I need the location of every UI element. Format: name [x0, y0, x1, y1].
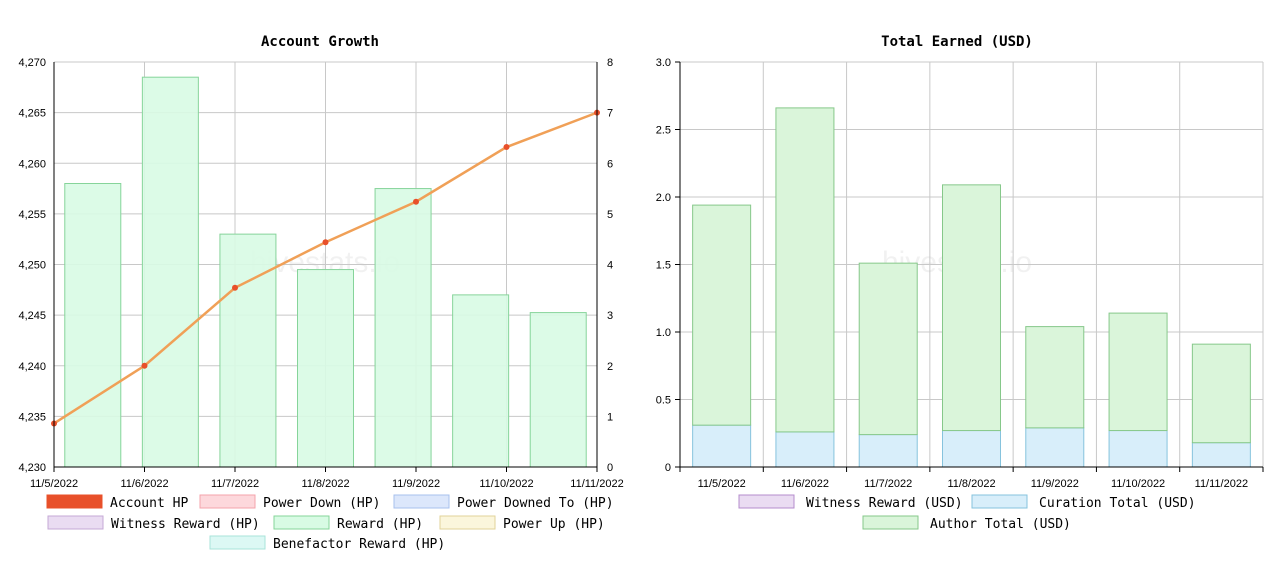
account-hp-point [322, 239, 329, 246]
legend-label: Power Up (HP) [503, 517, 605, 532]
legend-swatch [47, 515, 104, 530]
right-x-tick-label: 11/10/2022 [1111, 478, 1165, 490]
total-earned-chart: hivestats.io 00.51.01.52.02.53.011/5/202… [656, 34, 1264, 532]
author-total-bar [858, 262, 918, 436]
legend-label: Power Down (HP) [263, 496, 380, 511]
legend-swatch [393, 494, 450, 509]
left-axes: 4,230 4,235 4,240 4,245 4,250 4,255 4,260 4,265… [18, 57, 623, 490]
right-x-tick-label: 11/6/2022 [781, 478, 829, 490]
right-y-tick-label: 0 [665, 462, 671, 474]
account-hp-point [141, 362, 148, 369]
right-y-tick-label: 1.5 [656, 260, 671, 272]
right-x-tick-label: 11/5/2022 [698, 478, 746, 490]
right-y-tick-label: 2.0 [656, 192, 671, 204]
author-total-bar [942, 184, 1001, 432]
curation-total-bar [1108, 430, 1168, 468]
left-y-tick-label: 4,245 [18, 310, 46, 322]
legend-label: Curation Total (USD) [1039, 496, 1196, 511]
left-legend: Account HP Power Down (HP) Power Downed To… [46, 494, 614, 552]
reward-bar [452, 294, 510, 468]
legend-label: Witness Reward (USD) [806, 496, 963, 511]
right-y-tick-label: 0 [607, 462, 613, 474]
author-total-bar [775, 107, 835, 433]
left-x-tick-label: 11/9/2022 [392, 478, 440, 490]
right-y-tick-label: 2.5 [656, 125, 671, 137]
legend-label: Benefactor Reward (HP) [273, 537, 445, 552]
left-x-tick-label: 11/11/2022 [570, 478, 623, 490]
account-hp-point [232, 284, 238, 291]
left-x-tick-label: 11/10/2022 [479, 478, 533, 490]
reward-bar [374, 188, 432, 468]
left-reward-bars [64, 76, 587, 468]
left-x-tick-label: 11/6/2022 [120, 478, 168, 490]
curation-total-bar [775, 431, 835, 468]
legend-swatch [971, 494, 1028, 509]
author-total-bar [1108, 312, 1168, 432]
right-y-tick-label: 6 [607, 158, 613, 170]
legend-label: Account HP [110, 496, 188, 511]
left-x-tick-label: 11/7/2022 [211, 478, 259, 490]
legend-label: Power Downed To (HP) [457, 496, 614, 511]
account-hp-point [413, 198, 419, 205]
legend-swatch [738, 494, 795, 509]
reward-bar [529, 312, 587, 468]
left-y-tick-label: 4,240 [18, 361, 46, 373]
legend-swatch [199, 494, 256, 509]
curation-total-bar [692, 424, 752, 468]
right-y-tick-label: 8 [607, 57, 613, 69]
legend-swatch [209, 535, 266, 550]
legend-swatch [439, 515, 496, 530]
right-y-tick-label: 3 [607, 310, 613, 322]
author-total-bar [1191, 343, 1251, 444]
left-x-tick-label: 11/8/2022 [301, 478, 349, 490]
right-y-tick-label: 3.0 [656, 57, 671, 69]
legend-swatch [46, 494, 103, 509]
right-x-tick-label: 11/9/2022 [1031, 478, 1079, 490]
left-y-tick-label: 4,270 [18, 57, 46, 69]
curation-total-bar [942, 430, 1001, 468]
legend-label: Author Total (USD) [930, 517, 1071, 532]
right-y-tick-label: 1 [607, 411, 613, 423]
reward-bar [64, 183, 122, 468]
right-x-tick-label: 11/11/2022 [1195, 478, 1248, 490]
left-x-tick-label: 11/5/2022 [30, 478, 78, 490]
legend-label: Witness Reward (HP) [111, 517, 260, 532]
left-y-tick-label: 4,230 [18, 462, 46, 474]
right-y-tick-label: 1.0 [656, 327, 671, 339]
right-legend: Witness Reward (USD) Curation Total (USD)… [738, 494, 1196, 532]
right-x-tick-label: 11/7/2022 [864, 478, 912, 490]
author-total-bar [1025, 326, 1085, 429]
account-hp-point [503, 144, 510, 151]
right-y-tick-label: 4 [607, 260, 613, 272]
right-y-tick-label: 0.5 [656, 395, 671, 407]
right-chart-title: Total Earned (USD) [881, 34, 1033, 50]
reward-bar [141, 76, 199, 468]
legend-label: Reward (HP) [337, 517, 423, 532]
right-axes: 0 0.5 1.0 1.5 2.0 2.5 3.0 11/5/2022 11/6/2022 11/… [656, 57, 1264, 490]
author-total-bar [692, 204, 752, 426]
reward-bar [219, 233, 277, 468]
left-y-tick-label: 4,260 [18, 158, 46, 170]
right-y-tick-label: 2 [607, 361, 613, 373]
left-chart-title: Account Growth [261, 34, 379, 50]
legend-swatch [273, 515, 330, 530]
left-y-tick-label: 4,235 [18, 411, 46, 423]
left-y-tick-label: 4,250 [18, 260, 46, 272]
account-growth-chart: hivestats.io 4,2304,2354,2404,2454,2504,… [18, 34, 623, 552]
right-stacked-bars [692, 107, 1251, 468]
right-y-tick-label: 7 [607, 108, 613, 120]
curation-total-bar [1191, 442, 1251, 468]
legend-swatch [862, 515, 919, 530]
left-y-tick-label: 4,255 [18, 209, 46, 221]
curation-total-bar [858, 434, 918, 468]
left-y-tick-label: 4,265 [18, 108, 46, 120]
right-y-tick-label: 5 [607, 209, 613, 221]
curation-total-bar [1025, 427, 1085, 468]
right-x-tick-label: 11/8/2022 [947, 478, 995, 490]
reward-bar [297, 269, 354, 468]
